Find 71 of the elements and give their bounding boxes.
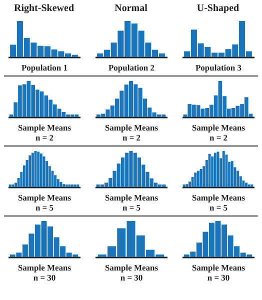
text: n = 2 <box>210 132 228 142</box>
bar <box>211 156 214 187</box>
bar <box>40 154 42 187</box>
text: n = 30 <box>32 272 56 282</box>
bar <box>162 184 166 187</box>
bar <box>62 184 65 187</box>
bar <box>222 151 226 187</box>
bar <box>192 176 194 187</box>
x-axis-title: Sample Means <box>192 122 246 132</box>
bar <box>205 108 210 117</box>
bar <box>73 184 76 187</box>
chart-title: Normal <box>114 3 148 14</box>
bar <box>34 151 36 187</box>
text: n = 2 <box>35 132 54 142</box>
bar <box>59 182 62 187</box>
bar <box>236 170 240 187</box>
chart-title: Right-Skewed <box>14 3 74 14</box>
bar <box>100 184 104 187</box>
x-axis-title: Population 2 <box>108 62 155 72</box>
bar <box>70 184 74 187</box>
x-axis-title: Sample Means <box>192 192 246 202</box>
bar <box>54 175 56 187</box>
bar <box>231 161 234 187</box>
bar <box>250 184 254 187</box>
bar <box>158 184 162 187</box>
bar <box>74 114 78 117</box>
bar <box>183 184 186 187</box>
bar <box>186 184 188 187</box>
bar <box>248 184 251 187</box>
bar <box>245 182 248 187</box>
bar <box>76 184 79 187</box>
bar <box>128 81 134 117</box>
text: n = 5 <box>210 202 228 212</box>
text: n = 5 <box>122 202 141 212</box>
chart-title: U-Shaped <box>197 3 240 14</box>
x-axis-title: Sample Means <box>104 262 159 272</box>
bar <box>11 184 14 187</box>
bar <box>125 152 129 187</box>
bar <box>208 154 212 187</box>
x-axis-title: Sample Means <box>18 262 72 272</box>
bar <box>137 157 142 187</box>
x-axis-title: Population 3 <box>196 62 242 72</box>
bar <box>96 184 100 187</box>
text: n = 30 <box>208 272 230 282</box>
bar <box>56 179 60 187</box>
bar <box>120 157 125 187</box>
x-axis-title: Population 1 <box>21 62 68 72</box>
bar <box>197 170 200 187</box>
bar <box>68 184 70 187</box>
x-axis-title: Sample Means <box>104 122 159 132</box>
text: n = 2 <box>122 132 141 142</box>
text: n = 30 <box>120 272 143 282</box>
x-axis-title: Sample Means <box>104 192 159 202</box>
bar <box>154 182 158 187</box>
bar <box>65 184 68 187</box>
bar <box>36 152 40 187</box>
bar <box>226 154 228 187</box>
text: n = 5 <box>35 202 54 212</box>
bar <box>133 152 137 187</box>
bar <box>8 184 11 187</box>
bar <box>161 114 166 117</box>
bar <box>200 169 203 187</box>
bar <box>28 155 31 187</box>
x-axis-title: Sample Means <box>18 122 72 132</box>
bar <box>31 152 34 187</box>
x-axis-title: Sample Means <box>18 192 72 202</box>
x-axis-title: Sample Means <box>192 262 246 272</box>
bar <box>188 104 192 117</box>
bar <box>129 151 133 187</box>
bar <box>194 172 197 187</box>
bar <box>214 152 217 187</box>
